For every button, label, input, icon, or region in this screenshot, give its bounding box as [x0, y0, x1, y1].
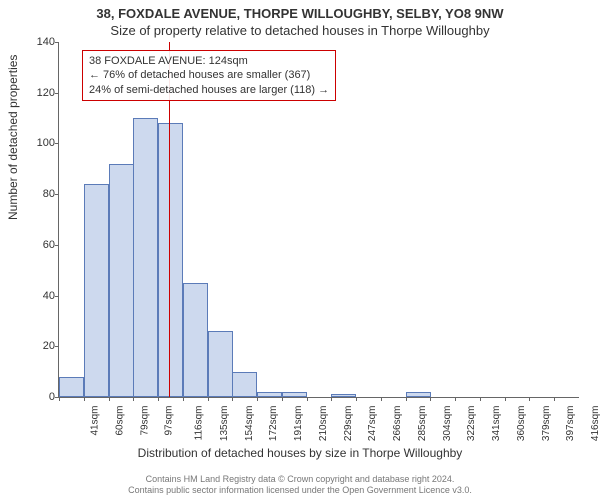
- x-axis-title: Distribution of detached houses by size …: [0, 446, 600, 460]
- histogram-bar: [257, 392, 282, 397]
- x-tick-mark: [505, 397, 506, 401]
- x-tick-label: 97sqm: [161, 406, 174, 436]
- x-tick-label: 191sqm: [291, 406, 304, 442]
- y-tick-mark: [55, 93, 59, 94]
- x-tick-label: 285sqm: [415, 406, 428, 442]
- x-tick-label: 116sqm: [191, 406, 204, 441]
- title-main: 38, FOXDALE AVENUE, THORPE WILLOUGHBY, S…: [0, 0, 600, 21]
- y-tick-mark: [55, 296, 59, 297]
- x-tick-label: 341sqm: [489, 406, 502, 442]
- histogram-bar: [158, 123, 183, 397]
- x-tick-mark: [133, 397, 134, 401]
- x-tick-mark: [59, 397, 60, 401]
- x-tick-label: 322sqm: [464, 406, 477, 442]
- annotation-line-3: 24% of semi-detached houses are larger (…: [89, 83, 329, 97]
- histogram-bar: [331, 394, 356, 397]
- x-tick-mark: [84, 397, 85, 401]
- y-tick-label: 120: [25, 87, 59, 99]
- x-tick-mark: [208, 397, 209, 401]
- histogram-bar: [133, 118, 158, 397]
- x-tick-label: 397sqm: [563, 406, 576, 442]
- x-tick-mark: [430, 397, 431, 401]
- x-tick-mark: [109, 397, 110, 401]
- x-tick-label: 210sqm: [316, 406, 329, 442]
- x-tick-mark: [554, 397, 555, 401]
- histogram-bar: [109, 164, 134, 397]
- y-axis-label: Number of detached properties: [6, 55, 20, 220]
- x-tick-mark: [480, 397, 481, 401]
- x-tick-mark: [406, 397, 407, 401]
- x-tick-label: 135sqm: [217, 406, 230, 442]
- x-tick-label: 360sqm: [514, 406, 527, 442]
- x-tick-label: 304sqm: [440, 406, 453, 442]
- x-tick-mark: [183, 397, 184, 401]
- histogram-bar: [208, 331, 233, 397]
- annotation-line-1: 38 FOXDALE AVENUE: 124sqm: [89, 54, 329, 68]
- x-tick-label: 247sqm: [365, 406, 378, 442]
- y-tick-mark: [55, 143, 59, 144]
- annotation-line-2: ← 76% of detached houses are smaller (36…: [89, 68, 329, 82]
- credits-line-1: Contains HM Land Registry data © Crown c…: [0, 474, 600, 485]
- x-tick-label: 154sqm: [242, 406, 255, 442]
- y-tick-label: 80: [25, 188, 59, 200]
- x-tick-label: 229sqm: [341, 406, 354, 442]
- y-tick-label: 100: [25, 137, 59, 149]
- y-tick-label: 140: [25, 36, 59, 48]
- credits-line-2: Contains public sector information licen…: [0, 485, 600, 496]
- x-tick-mark: [356, 397, 357, 401]
- x-tick-label: 266sqm: [390, 406, 403, 442]
- x-tick-mark: [331, 397, 332, 401]
- x-tick-mark: [529, 397, 530, 401]
- y-tick-label: 20: [25, 340, 59, 352]
- x-tick-mark: [158, 397, 159, 401]
- histogram-bar: [59, 377, 84, 397]
- histogram-bar: [84, 184, 109, 397]
- x-tick-label: 60sqm: [113, 406, 126, 436]
- y-tick-label: 60: [25, 239, 59, 251]
- histogram-bar: [232, 372, 257, 397]
- x-tick-mark: [232, 397, 233, 401]
- chart-container: 38, FOXDALE AVENUE, THORPE WILLOUGHBY, S…: [0, 0, 600, 500]
- x-tick-mark: [282, 397, 283, 401]
- title-sub: Size of property relative to detached ho…: [0, 21, 600, 38]
- x-tick-label: 416sqm: [588, 406, 600, 442]
- histogram-bar: [282, 392, 307, 397]
- x-tick-label: 379sqm: [539, 406, 552, 442]
- annotation-box: 38 FOXDALE AVENUE: 124sqm ← 76% of detac…: [82, 50, 336, 101]
- x-tick-label: 41sqm: [88, 406, 101, 436]
- y-tick-label: 0: [25, 391, 59, 403]
- y-tick-mark: [55, 42, 59, 43]
- credits: Contains HM Land Registry data © Crown c…: [0, 474, 600, 497]
- y-tick-label: 40: [25, 290, 59, 302]
- y-tick-mark: [55, 245, 59, 246]
- y-tick-mark: [55, 346, 59, 347]
- x-tick-label: 172sqm: [266, 406, 279, 442]
- histogram-bar: [406, 392, 431, 397]
- x-tick-mark: [307, 397, 308, 401]
- y-tick-mark: [55, 194, 59, 195]
- x-tick-mark: [381, 397, 382, 401]
- histogram-bar: [183, 283, 208, 397]
- x-tick-label: 79sqm: [138, 406, 151, 436]
- x-tick-mark: [455, 397, 456, 401]
- x-tick-mark: [257, 397, 258, 401]
